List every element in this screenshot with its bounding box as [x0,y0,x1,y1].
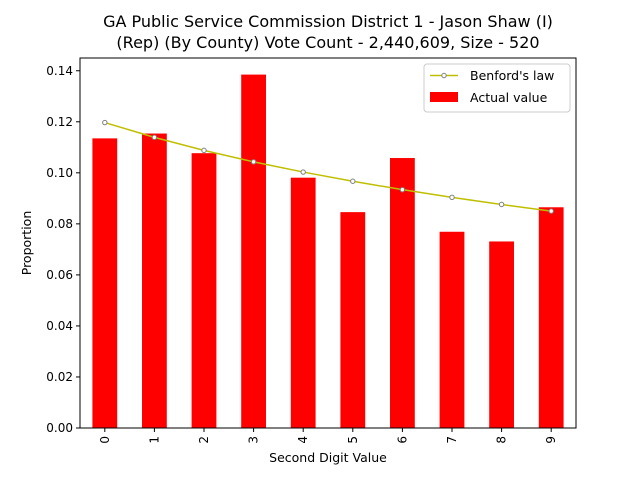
bars-group [92,74,564,428]
x-tick-label: 0 [98,436,112,444]
y-tick-label: 0.12 [46,115,73,129]
y-tick-label: 0.00 [46,421,73,435]
benford-point-digit-5 [350,178,356,184]
x-tick-label: 6 [395,436,409,444]
y-tick-label: 0.10 [46,166,73,180]
bar-digit-9 [538,207,564,428]
chart-title: GA Public Service Commission District 1 … [103,12,553,52]
benford-point-digit-8 [498,201,505,208]
benford-point-digit-3 [250,159,257,165]
bar-digit-3 [241,74,266,428]
bar-digit-8 [489,241,514,428]
y-tick-label: 0.08 [46,217,73,231]
bar-digit-0 [92,138,118,428]
y-axis: 0.00 0.02 0.04 0.06 0.08 0.10 0.12 0.14 [46,64,80,435]
x-tick-label: 7 [445,436,459,444]
x-tick-label: 9 [544,436,558,444]
y-tick-label: 0.04 [46,319,73,333]
legend-actual-label: Actual value [470,90,548,105]
x-axis-label: Second Digit Value [269,450,387,465]
x-tick-label: 1 [147,436,161,444]
benford-line [104,121,552,212]
benford-point-digit-7 [449,194,455,201]
bar-digit-4 [290,177,316,428]
x-tick-label: 8 [495,436,509,444]
benford-point-digit-1 [151,134,158,141]
legend-benford-label: Benford's law [470,68,554,83]
x-tick-label: 4 [296,436,310,444]
y-tick-label: 0.14 [46,64,73,78]
legend-actual-swatch [430,92,458,102]
bar-digit-7 [439,231,465,428]
y-axis-label: Proportion [19,211,34,276]
legend: Benford's law Actual value [423,63,571,113]
chart-title-line: GA Public Service Commission District 1 … [103,12,553,31]
legend-benford-swatch-marker [441,72,447,79]
x-tick-label: 3 [247,436,261,444]
bar-digit-2 [191,153,217,428]
benford-point-digit-4 [300,169,306,175]
x-tick-label: 2 [197,436,211,444]
bar-digit-1 [142,133,167,428]
benford-point-digit-9 [548,208,554,214]
y-tick-label: 0.06 [46,268,73,282]
legend-box [423,63,571,113]
benford-point-digit-2 [201,147,207,154]
y-tick-label: 0.02 [46,370,73,384]
benford-point-digit-6 [399,186,406,193]
x-tick-label: 5 [346,436,360,444]
chart-title-line: (Rep) (By County) Vote Count - 2,440,609… [116,33,539,52]
plot-frame [79,57,577,429]
x-axis: 0 1 2 3 4 5 6 7 8 9 [98,428,558,444]
bar-digit-6 [390,158,415,428]
benford-line-group [102,119,554,214]
benford-point-digit-0 [102,119,108,126]
bar-digit-5 [340,212,366,428]
